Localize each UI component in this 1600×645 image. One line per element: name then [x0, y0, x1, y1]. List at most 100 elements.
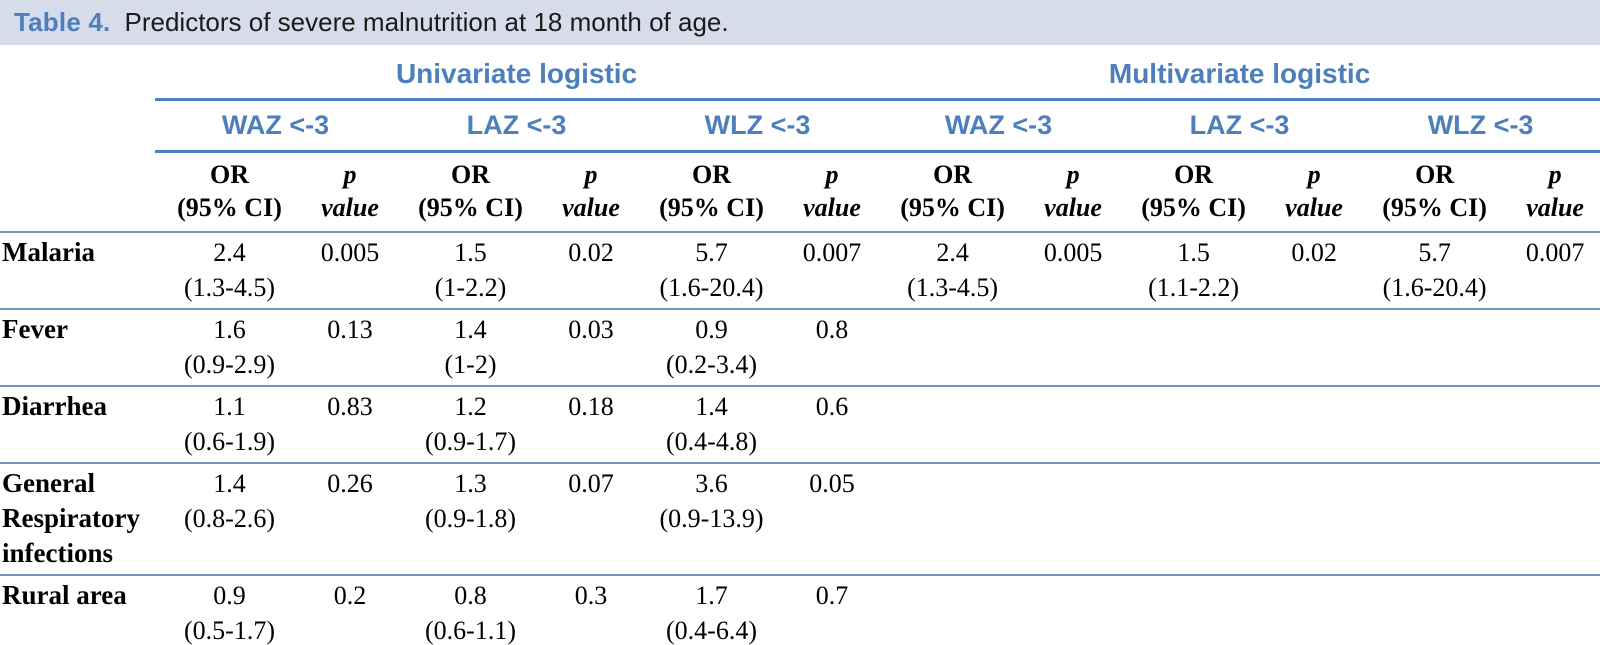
subheader-multivariate-laz: LAZ <-3 [1119, 99, 1361, 153]
or-value: 1.4 [695, 392, 728, 421]
table-row: Fever 1.6 (0.9-2.9) 0.13 1.4 (1-2) 0.03 0.9 (0.2… [0, 309, 1600, 386]
or-value: 3.6 [695, 469, 728, 498]
ci-value: (0.6-1.9) [184, 427, 275, 456]
subheader-row: WAZ <-3 LAZ <-3 WLZ <-3 WAZ <-3 LAZ <-3 … [0, 99, 1600, 153]
table-caption: Table 4. Predictors of severe malnutriti… [0, 0, 1600, 45]
or-ci-cell: 1.5 (1-2.2) [396, 232, 545, 309]
group-header-univariate: Univariate logistic [155, 45, 879, 101]
p-value-cell: 0.07 [568, 469, 614, 498]
or-ci-cell: 5.7 (1.6-20.4) [1360, 232, 1509, 309]
or-ci-cell: 1.4 (1-2) [396, 309, 545, 386]
or-ci-cell [878, 463, 1027, 575]
or-ci-cell [1119, 386, 1268, 463]
or-ci-cell [1119, 309, 1268, 386]
row-label: Diarrhea [2, 391, 107, 421]
p-value-cell: 0.7 [815, 581, 849, 610]
or-ci-cell: 0.9 (0.5-1.7) [155, 575, 304, 645]
or-ci-cell: 3.6 (0.9-13.9) [637, 463, 786, 575]
table-body: Malaria 2.4 (1.3-4.5) 0.005 1.5 (1-2.2) 0.02 5.… [0, 232, 1600, 645]
p-value-cell: 0.007 [1525, 238, 1585, 267]
or-ci-cell [1119, 575, 1268, 645]
p-value-cell: 0.83 [327, 392, 373, 421]
or-ci-cell: 1.1 (0.6-1.9) [155, 386, 304, 463]
or-ci-cell: 5.7 (1.6-20.4) [637, 232, 786, 309]
p-value-cell [1268, 386, 1360, 463]
or-value: 1.4 [454, 315, 487, 344]
or-value: 2.4 [213, 238, 246, 267]
ci-value: (0.4-4.8) [666, 427, 757, 456]
ci-value: (1.6-20.4) [1382, 273, 1487, 302]
or-ci-cell: 2.4 (1.3-4.5) [155, 232, 304, 309]
p-value-cell: 0.3 [574, 581, 608, 610]
or-ci-header: OR (95% CI) [1119, 151, 1269, 233]
row-label: General Respiratory infections [2, 468, 140, 568]
ci-value: (0.9-1.8) [425, 504, 516, 533]
table-row: Malaria 2.4 (1.3-4.5) 0.005 1.5 (1-2.2) 0.02 5.… [0, 232, 1600, 309]
p-value-cell: 0.18 [568, 392, 614, 421]
or-value: 1.4 [213, 469, 246, 498]
p-value-header: p value [1268, 151, 1361, 233]
p-value-cell [1509, 309, 1600, 386]
or-value: 1.2 [454, 392, 487, 421]
row-label: Rural area [2, 580, 127, 610]
or-ci-cell [878, 575, 1027, 645]
ci-value: (0.9-1.7) [425, 427, 516, 456]
or-ci-cell: 1.5 (1.1-2.2) [1119, 232, 1268, 309]
ci-value: (1.3-4.5) [184, 273, 275, 302]
measure-header-row: OR (95% CI) p value OR (95% CI) p value … [0, 151, 1600, 233]
or-ci-cell [1360, 575, 1509, 645]
ci-value: (1.6-20.4) [659, 273, 764, 302]
p-value-cell: 0.8 [815, 315, 849, 344]
subheader-univariate-waz: WAZ <-3 [155, 99, 396, 153]
ci-value: (0.9-2.9) [184, 350, 275, 379]
p-value-cell [1027, 309, 1119, 386]
or-ci-header: OR (95% CI) [637, 151, 786, 233]
p-value-cell [1268, 575, 1360, 645]
p-value-header: p value [545, 151, 637, 233]
p-value-cell [1509, 575, 1600, 645]
p-value-cell [1268, 463, 1360, 575]
p-value-header: p value [304, 151, 396, 233]
p-value-cell: 0.007 [802, 238, 862, 267]
p-value-cell [1509, 386, 1600, 463]
or-ci-cell: 0.9 (0.2-3.4) [637, 309, 786, 386]
or-ci-cell: 0.8 (0.6-1.1) [396, 575, 545, 645]
or-ci-header: OR (95% CI) [878, 151, 1028, 233]
ci-value: (0.6-1.1) [425, 616, 516, 645]
p-value-cell: 0.02 [568, 238, 614, 267]
group-header-row: Univariate logistic Multivariate logisti… [0, 45, 1600, 101]
subheader-univariate-wlz: WLZ <-3 [637, 99, 879, 153]
p-value-cell: 0.005 [320, 238, 380, 267]
or-ci-cell: 1.4 (0.4-4.8) [637, 386, 786, 463]
or-ci-cell [1360, 309, 1509, 386]
p-value-cell: 0.02 [1291, 238, 1337, 267]
subheader-univariate-laz: LAZ <-3 [396, 99, 637, 153]
or-value: 2.4 [936, 238, 969, 267]
ci-value: (0.8-2.6) [184, 504, 275, 533]
or-value: 1.3 [454, 469, 487, 498]
p-value-cell: 0.03 [568, 315, 614, 344]
ci-value: (1-2) [444, 350, 497, 379]
p-value-cell [1027, 575, 1119, 645]
subheader-multivariate-wlz: WLZ <-3 [1360, 99, 1600, 153]
or-ci-cell [1360, 463, 1509, 575]
p-value-header: p value [1027, 151, 1120, 233]
or-ci-cell: 1.2 (0.9-1.7) [396, 386, 545, 463]
or-ci-cell: 1.6 (0.9-2.9) [155, 309, 304, 386]
table-title: Predictors of severe malnutrition at 18 … [124, 7, 729, 37]
table-row: General Respiratory infections 1.4 (0.8-2.… [0, 463, 1600, 575]
or-ci-header: OR (95% CI) [1360, 151, 1510, 233]
blank-corner-cell [0, 100, 155, 152]
or-ci-cell: 2.4 (1.3-4.5) [878, 232, 1027, 309]
subheader-multivariate-waz: WAZ <-3 [878, 99, 1120, 153]
or-value: 5.7 [1418, 238, 1451, 267]
ci-value: (0.4-6.4) [666, 616, 757, 645]
p-value-cell: 0.005 [1043, 238, 1103, 267]
or-value: 0.9 [695, 315, 728, 344]
or-ci-cell: 1.4 (0.8-2.6) [155, 463, 304, 575]
p-value-cell [1509, 463, 1600, 575]
or-ci-cell [878, 309, 1027, 386]
p-value-cell [1268, 309, 1360, 386]
row-label: Fever [2, 314, 68, 344]
ci-value: (1-2.2) [434, 273, 507, 302]
